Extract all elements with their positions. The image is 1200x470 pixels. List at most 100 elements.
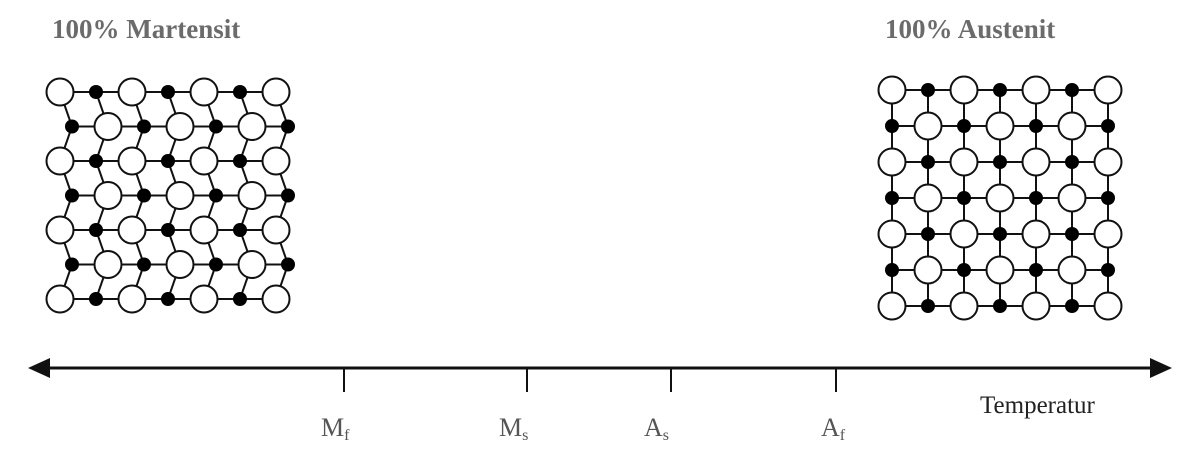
atom-large: [117, 146, 147, 176]
atom-small: [137, 188, 151, 203]
atom-large: [1021, 219, 1051, 249]
atom-small: [993, 227, 1007, 241]
atom-small: [233, 223, 247, 237]
atom-large: [165, 250, 195, 279]
atom-large: [985, 183, 1015, 213]
atom-large: [913, 183, 943, 213]
atom-large: [189, 77, 219, 107]
atom-small: [281, 188, 295, 203]
atom-small: [89, 154, 103, 168]
atom-small: [89, 85, 103, 99]
atom-small: [1065, 83, 1079, 97]
atom-small: [885, 119, 899, 133]
atom-small: [137, 119, 151, 134]
atom-large: [877, 291, 907, 321]
atom-large: [1021, 291, 1051, 321]
atom-large: [189, 146, 219, 176]
atom-large: [165, 181, 195, 210]
atom-large: [93, 181, 123, 210]
atom-large: [949, 147, 979, 177]
atom-large: [45, 146, 75, 176]
austenite-lattice: [877, 75, 1123, 321]
atom-large: [1093, 291, 1123, 321]
atom-small: [1101, 119, 1115, 133]
tick-label-af: Af: [821, 413, 846, 444]
atom-small: [1065, 299, 1079, 313]
atom-small: [993, 299, 1007, 313]
atom-small: [1029, 191, 1043, 205]
atom-small: [1065, 227, 1079, 241]
atom-large: [985, 111, 1015, 141]
atom-large: [913, 111, 943, 141]
tick-label-ms: Ms: [499, 413, 529, 444]
atom-large: [165, 112, 195, 141]
atom-small: [89, 292, 103, 306]
atom-small: [993, 83, 1007, 97]
atom-small: [993, 155, 1007, 169]
atom-large: [949, 75, 979, 105]
atom-small: [233, 292, 247, 306]
atom-small: [885, 263, 899, 277]
atom-small: [1029, 263, 1043, 277]
atom-large: [877, 75, 907, 105]
atom-small: [957, 119, 971, 133]
atom-large: [237, 181, 267, 210]
atom-large: [261, 215, 291, 245]
tick-label-mf: Mf: [321, 413, 350, 444]
atom-small: [209, 119, 223, 134]
atom-large: [189, 215, 219, 245]
atom-large: [1057, 111, 1087, 141]
atom-small: [137, 257, 151, 272]
atom-large: [45, 77, 75, 107]
atom-large: [45, 215, 75, 245]
atom-small: [65, 257, 79, 272]
atom-small: [209, 257, 223, 272]
atom-small: [65, 188, 79, 203]
atom-small: [233, 154, 247, 168]
atom-small: [921, 299, 935, 313]
atom-large: [1093, 219, 1123, 249]
atom-small: [921, 227, 935, 241]
atom-large: [45, 284, 75, 314]
atom-small: [1029, 119, 1043, 133]
axis-arrow-right: [1150, 358, 1172, 378]
atom-large: [985, 255, 1015, 285]
atom-small: [161, 223, 175, 237]
atom-small: [89, 223, 103, 237]
atom-large: [237, 112, 267, 141]
atom-large: [877, 219, 907, 249]
atom-small: [65, 119, 79, 134]
atom-large: [877, 147, 907, 177]
atom-small: [161, 292, 175, 306]
atom-small: [281, 119, 295, 134]
atom-small: [957, 191, 971, 205]
atom-large: [1057, 183, 1087, 213]
atom-large: [117, 215, 147, 245]
atom-large: [1021, 75, 1051, 105]
axis-arrow-left: [28, 358, 50, 378]
atom-large: [949, 219, 979, 249]
atom-large: [913, 255, 943, 285]
atom-large: [117, 284, 147, 314]
atom-small: [1101, 263, 1115, 277]
martensite-title: 100% Martensit: [52, 14, 241, 44]
atom-small: [1101, 191, 1115, 205]
atom-small: [233, 85, 247, 99]
atom-small: [161, 154, 175, 168]
atom-large: [117, 77, 147, 107]
atom-large: [261, 146, 291, 176]
atom-small: [1065, 155, 1079, 169]
atom-large: [189, 284, 219, 314]
atom-large: [1021, 147, 1051, 177]
atom-small: [885, 191, 899, 205]
atom-large: [93, 112, 123, 141]
atom-large: [261, 284, 291, 314]
atom-large: [93, 250, 123, 279]
atom-small: [281, 257, 295, 272]
austenite-title: 100% Austenit: [885, 14, 1056, 44]
temperature-axis: [28, 358, 1172, 392]
atom-small: [921, 83, 935, 97]
atom-large: [1057, 255, 1087, 285]
atom-small: [209, 188, 223, 203]
atom-large: [1093, 75, 1123, 105]
